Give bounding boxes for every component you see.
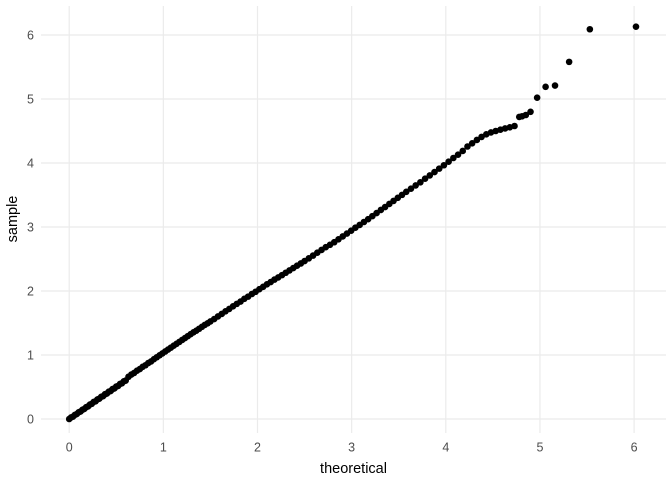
data-point: [431, 168, 438, 176]
x-tick-label: 5: [536, 441, 543, 455]
y-axis-title: sample: [5, 195, 21, 243]
y-tick-label: 4: [27, 157, 34, 171]
data-point: [464, 143, 471, 150]
data-point: [417, 178, 424, 186]
data-point: [435, 165, 443, 172]
y-tick-label: 6: [27, 29, 34, 43]
x-tick-label: 4: [442, 441, 449, 455]
data-point: [459, 147, 467, 155]
y-tick-label: 0: [27, 413, 34, 427]
data-point: [565, 58, 573, 66]
data-point: [468, 139, 476, 147]
x-tick-label: 2: [254, 441, 261, 455]
x-tick-label: 0: [66, 441, 73, 455]
data-point: [426, 172, 434, 179]
y-tick-label: 3: [27, 221, 34, 235]
data-point: [522, 111, 530, 119]
data-point: [511, 122, 518, 130]
data-point: [440, 161, 448, 169]
data-point: [586, 25, 594, 33]
data-point: [445, 158, 452, 166]
data-point: [473, 136, 481, 144]
x-axis-title: theoretical: [320, 461, 387, 477]
data-point: [450, 154, 457, 162]
x-tick-label: 3: [348, 441, 355, 455]
data-point: [407, 185, 415, 193]
data-point: [421, 175, 429, 182]
data-point: [402, 188, 410, 196]
x-tick-label: 6: [631, 441, 638, 455]
data-point: [412, 182, 419, 189]
y-tick-label: 5: [27, 93, 34, 107]
data-point: [632, 23, 640, 30]
x-tick-label: 1: [160, 441, 167, 455]
data-point: [542, 83, 549, 91]
data-point: [454, 151, 462, 158]
y-tick-label: 1: [27, 349, 34, 363]
data-point: [533, 94, 541, 102]
y-tick-label: 2: [27, 285, 34, 299]
data-point: [551, 82, 559, 89]
data-point: [527, 108, 534, 116]
